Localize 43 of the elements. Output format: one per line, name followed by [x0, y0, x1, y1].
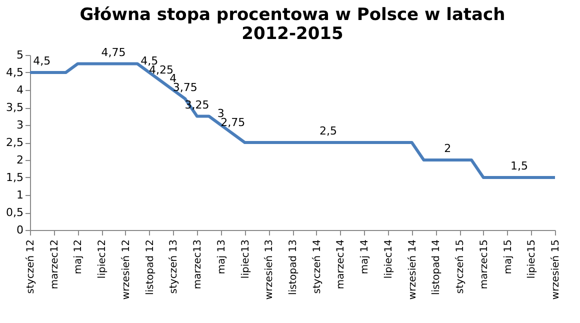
text: Główna stopa procentowa w Polsce w latach	[80, 4, 506, 25]
x-tick-label: wrzesień 15	[550, 240, 562, 300]
data-label: 4,5	[33, 54, 51, 68]
x-tick-label: styczeń 13	[168, 240, 180, 294]
y-tick-label: 3,5	[6, 101, 24, 114]
data-label: 2	[444, 142, 452, 155]
y-tick-label: 0	[16, 224, 24, 236]
x-tick-label: lipiec13	[240, 240, 252, 279]
data-label: 1,5	[510, 160, 528, 172]
y-tick-label: 4,5	[6, 66, 24, 79]
y-tick-label: 3	[16, 118, 24, 132]
x-tick-label: marzec14	[336, 240, 347, 290]
data-label: 3,75	[172, 80, 198, 94]
x-tick-label: listopad 13	[288, 240, 299, 296]
x-tick-label: maj 13	[216, 240, 228, 274]
data-label: 2,75	[220, 116, 246, 129]
x-tick-label: lipiec12	[97, 240, 108, 279]
x-tick-label: lipiec15	[526, 240, 538, 279]
x-tick-label: styczeń 14	[310, 240, 323, 294]
x-tick-label: wrzesień 12	[120, 240, 132, 300]
x-tick-label: marzec12	[49, 240, 60, 290]
x-tick-label: marzec13	[192, 240, 204, 290]
data-label: 2,5	[320, 124, 338, 138]
x-tick-label: listopad 12	[144, 240, 156, 296]
x-tick-label: styczeń 12	[24, 240, 36, 294]
x-tick-label: wrzesień 13	[263, 240, 276, 300]
data-label: 4,75	[101, 46, 126, 59]
x-tick-label: styczeń 15	[454, 240, 466, 294]
y-tick-label: 5	[16, 48, 24, 62]
x-tick-label: listopad 14	[431, 240, 442, 296]
y-tick-label: 1	[16, 188, 24, 202]
x-tick-label: lipiec14	[383, 240, 394, 279]
y-tick-label: 1,5	[6, 171, 24, 184]
x-tick-label: marzec15	[478, 240, 490, 290]
y-tick-label: 4	[16, 84, 24, 96]
text: 2012-2015	[242, 24, 344, 44]
x-tick-label: maj 14	[360, 240, 371, 274]
y-tick-label: 2,5	[6, 136, 24, 149]
y-tick-label: 0,5	[6, 206, 24, 219]
x-tick-label: wrzesień 14	[406, 240, 418, 300]
x-tick-label: maj 15	[502, 240, 514, 274]
y-tick-label: 2	[16, 154, 24, 166]
x-tick-label: maj 12	[73, 240, 84, 274]
